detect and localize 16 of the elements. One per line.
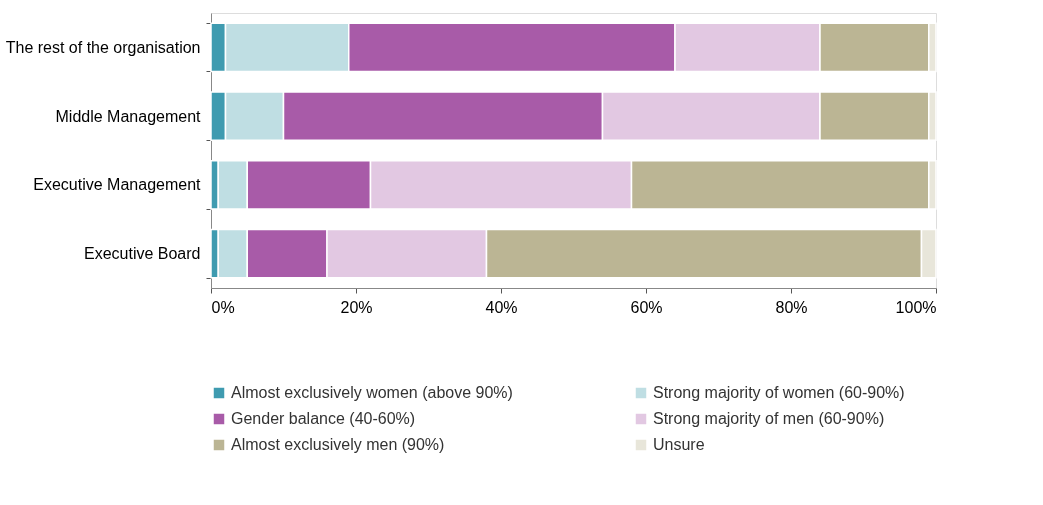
x-tick-label: 40% xyxy=(485,298,518,316)
legend-label: Strong majority of women (60-90%) xyxy=(653,384,905,401)
legend-label: Strong majority of men (60-90%) xyxy=(653,410,885,427)
legend-label: Almost exclusively men (90%) xyxy=(231,436,445,453)
x-tick-label: 20% xyxy=(340,298,373,316)
x-tick-label: 100% xyxy=(895,298,937,316)
x-tick-label: 80% xyxy=(775,298,808,316)
legend-label: Almost exclusively women (above 90%) xyxy=(231,384,513,401)
legend-label: Gender balance (40-60%) xyxy=(231,410,416,427)
x-tick-label: 60% xyxy=(630,298,663,316)
legend-label: Unsure xyxy=(653,436,705,453)
y-tick-label: Executive Board xyxy=(83,245,201,263)
y-tick-label: Middle Management xyxy=(55,107,202,125)
y-tick-label: The rest of the organisation xyxy=(5,38,201,56)
x-tick-label: 0% xyxy=(211,298,235,316)
y-tick-label: Executive Management xyxy=(33,176,202,194)
